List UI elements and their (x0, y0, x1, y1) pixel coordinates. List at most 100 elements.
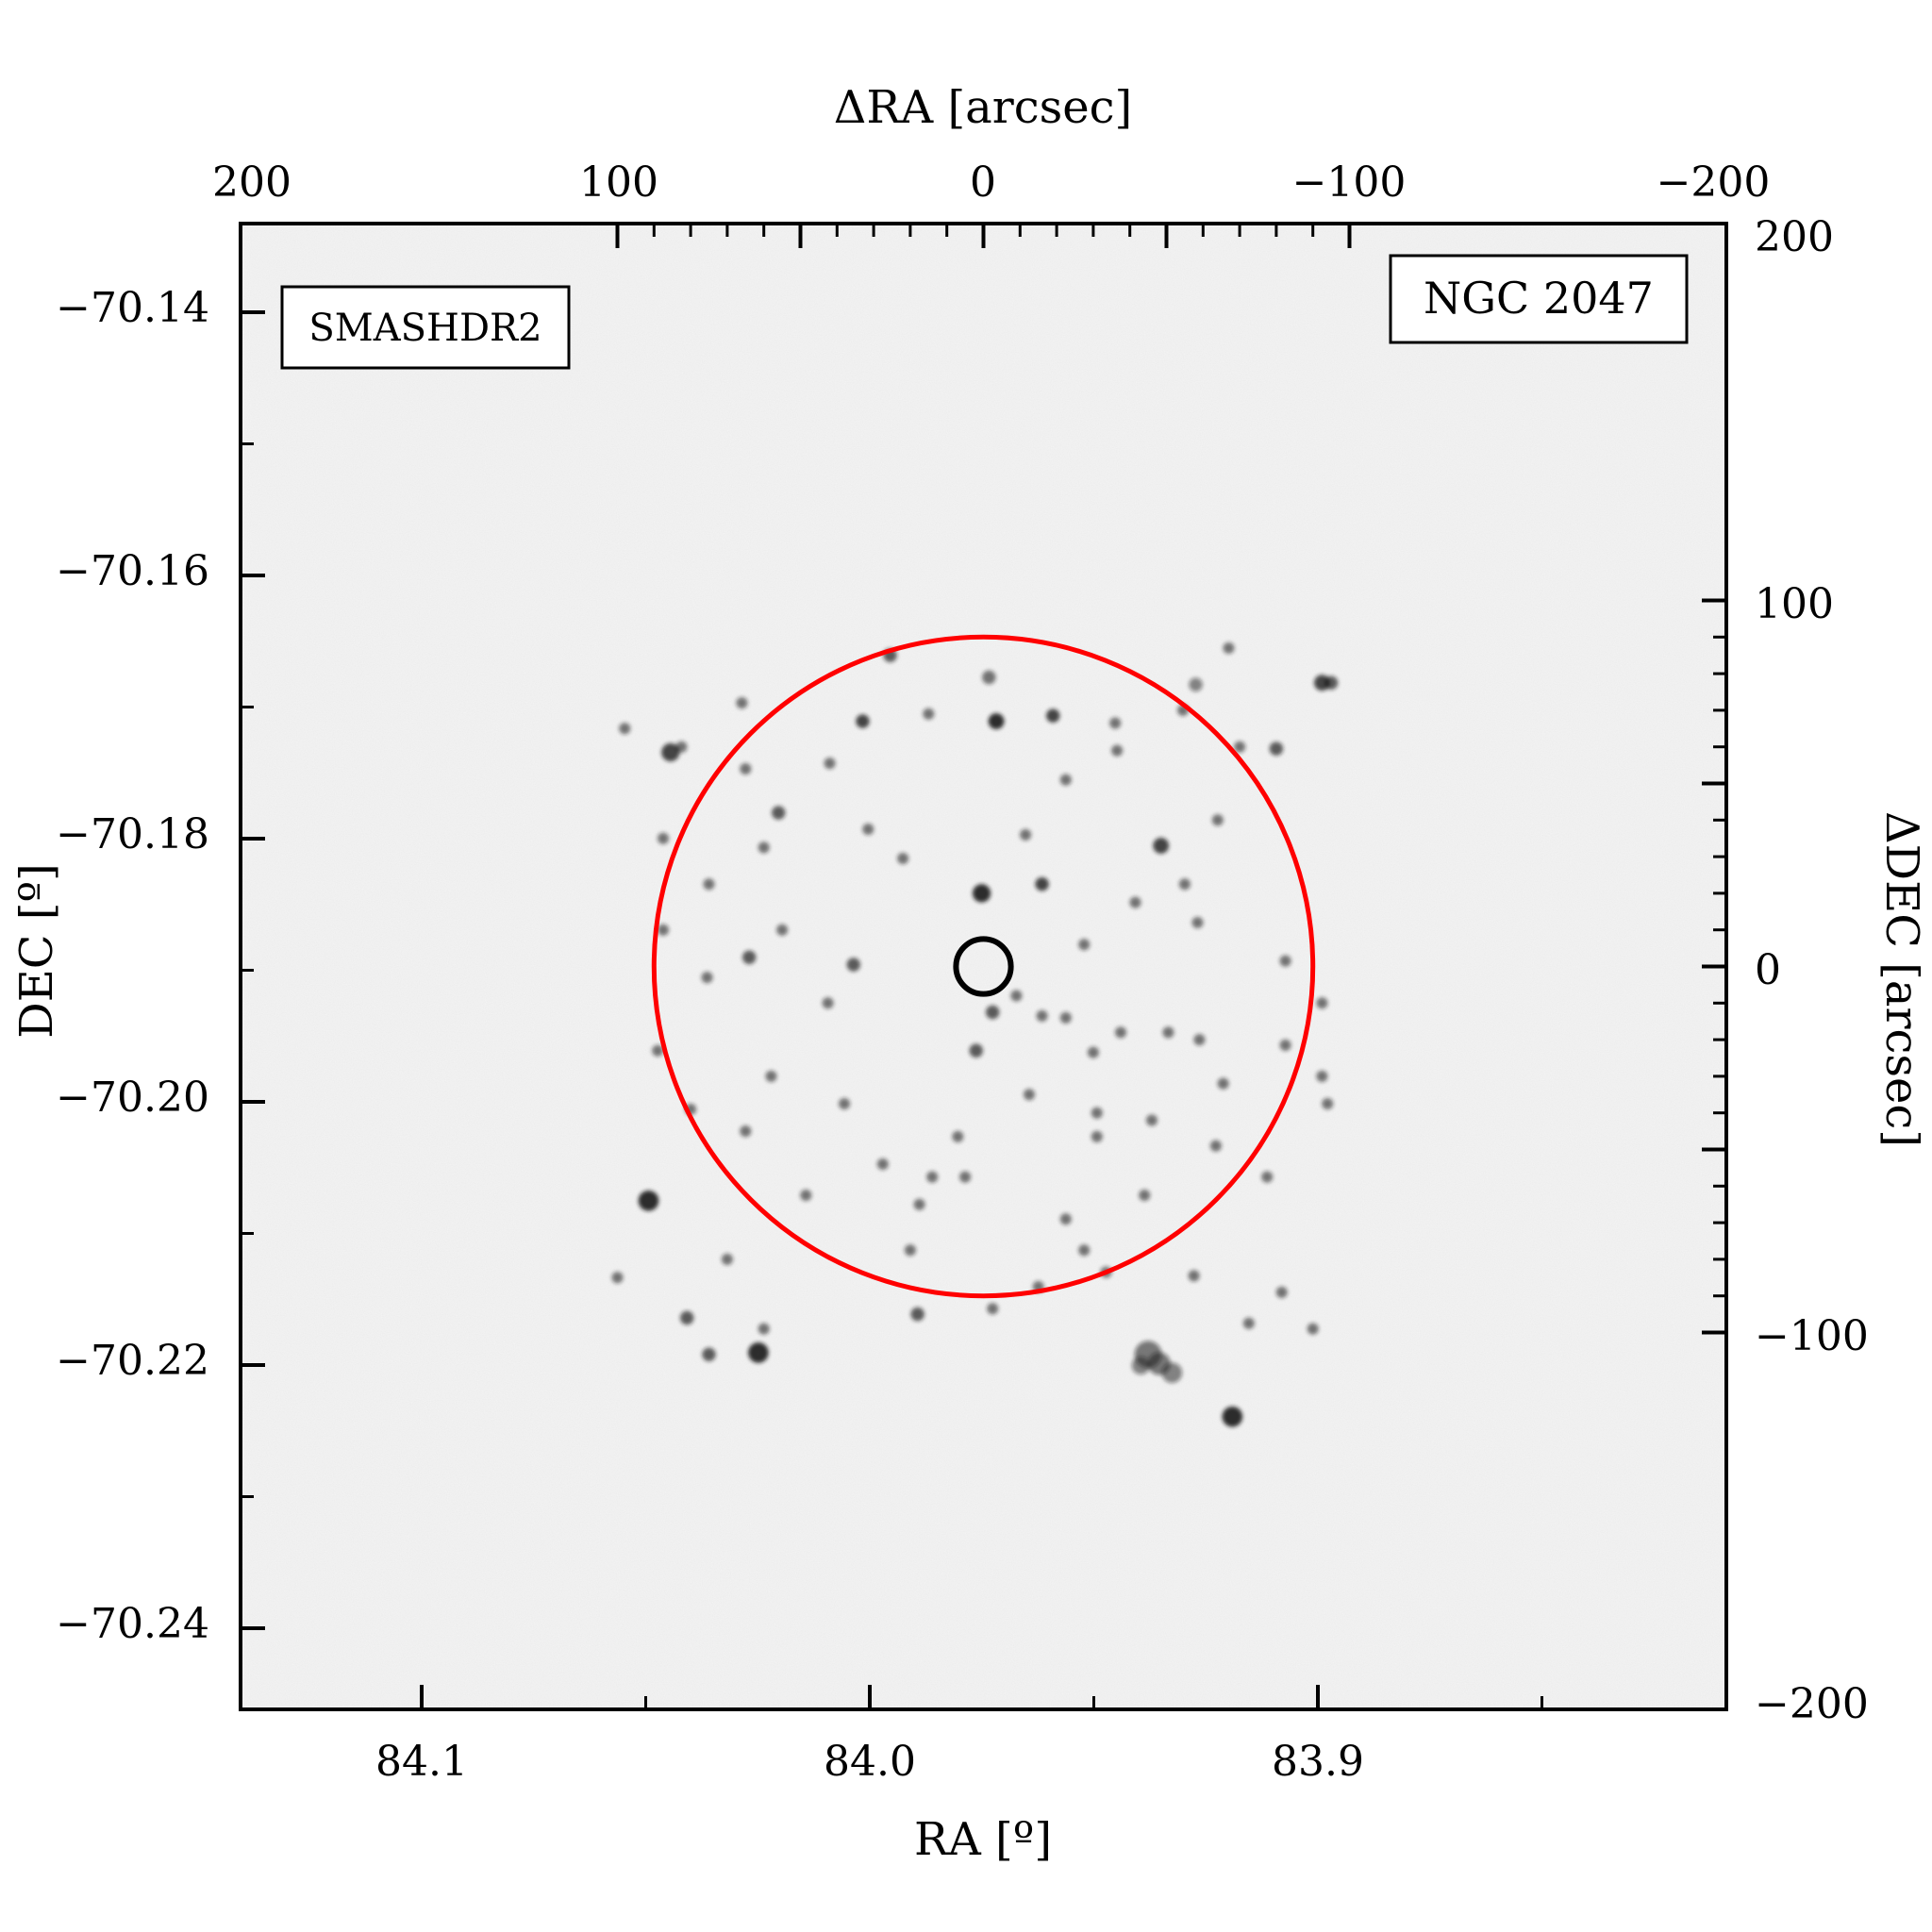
star-92 (740, 1125, 752, 1138)
delta-dec-axis-label: ΔDEC [arcsec] (1875, 811, 1928, 1147)
star-55 (1139, 1190, 1151, 1201)
survey-label-box: SMASHDR2 (280, 285, 571, 370)
star-96 (926, 1171, 939, 1183)
star-32 (703, 878, 715, 891)
minor-ticks (241, 224, 1726, 1709)
star-50 (987, 1303, 999, 1315)
star-16 (972, 884, 991, 903)
star-12 (1153, 838, 1170, 854)
star-27 (658, 832, 669, 844)
star-56 (1091, 1130, 1103, 1142)
dec-axis-tick-label-3: −70.18 (56, 810, 209, 858)
star-54 (1188, 1270, 1200, 1282)
star-69 (1222, 1406, 1243, 1427)
delta-ra-tick-label-3: 0 (970, 158, 996, 207)
star-90 (658, 924, 669, 936)
star-40 (1115, 1026, 1126, 1039)
star-68 (1131, 1356, 1150, 1375)
star-7 (772, 806, 786, 820)
star-97 (1078, 1244, 1091, 1257)
star-87 (740, 762, 752, 774)
star-89 (776, 924, 789, 936)
star-30 (736, 697, 748, 709)
star-98 (721, 1253, 733, 1265)
star-57 (1209, 1140, 1222, 1152)
star-84 (1111, 744, 1124, 757)
delta-ra-tick-label-2: 100 (579, 158, 658, 207)
star-9 (982, 670, 996, 685)
major-ticks (241, 224, 1726, 1709)
star-46 (876, 1158, 889, 1171)
star-6 (661, 742, 680, 762)
sky-noise-layer (241, 224, 1726, 1709)
star-88 (619, 723, 631, 735)
star-10 (1189, 677, 1203, 691)
star-67 (1161, 1362, 1183, 1383)
star-42 (1193, 1034, 1206, 1046)
delta-dec-tick-label-1: 200 (1755, 213, 1834, 261)
star-18 (1035, 877, 1049, 891)
star-60 (1217, 1077, 1229, 1090)
star-31 (758, 841, 770, 854)
inner-aperture-circle (953, 936, 1014, 997)
star-76 (1275, 1286, 1288, 1298)
star-61 (1145, 1114, 1158, 1126)
delta-dec-tick-label-2: 100 (1755, 580, 1834, 628)
stars-layer (611, 641, 1339, 1427)
object-name-label: NGC 2047 (1424, 273, 1654, 324)
star-99 (611, 1272, 624, 1284)
star-73 (638, 1191, 659, 1211)
ra-axis-tick-label-1: 84.1 (375, 1738, 468, 1786)
star-38 (969, 1043, 983, 1058)
star-75 (1322, 1098, 1334, 1109)
star-5 (923, 708, 935, 720)
ra-axis-tick-label-2: 84.0 (824, 1738, 916, 1786)
star-20 (1191, 916, 1204, 928)
star-39 (1087, 1046, 1099, 1058)
star-36 (1036, 1009, 1048, 1022)
ra-axis-tick-label-3: 83.9 (1272, 1738, 1364, 1786)
star-74 (1324, 675, 1339, 690)
star-33 (822, 997, 834, 1009)
dec-axis-label: DEC [º] (10, 863, 63, 1039)
dec-axis-tick-label-6: −70.24 (56, 1600, 209, 1648)
star-45 (800, 1190, 812, 1201)
delta-dec-tick-label-3: 0 (1755, 946, 1781, 994)
star-1 (988, 713, 1005, 729)
star-2 (1046, 708, 1060, 723)
star-70 (748, 1342, 769, 1363)
outer-aperture-circle (651, 634, 1316, 1299)
star-4 (1109, 717, 1122, 729)
star-81 (1211, 814, 1224, 826)
star-19 (1078, 939, 1091, 951)
star-77 (1307, 1323, 1319, 1335)
delta-ra-tick-label-5: −200 (1657, 158, 1771, 207)
star-53 (1059, 1213, 1072, 1225)
delta-ra-axis-label: ΔRA [arcsec] (834, 81, 1133, 134)
star-82 (1178, 878, 1191, 891)
star-3 (856, 714, 870, 728)
delta-ra-tick-label-4: −100 (1292, 158, 1407, 207)
star-37 (1059, 1011, 1072, 1024)
object-label-box: NGC 2047 (1389, 254, 1689, 344)
star-48 (910, 1307, 924, 1322)
star-63 (959, 1171, 972, 1183)
survey-label: SMASHDR2 (308, 307, 541, 350)
star-93 (839, 1098, 851, 1109)
star-86 (862, 824, 874, 835)
star-11 (1059, 774, 1072, 786)
star-47 (904, 1244, 916, 1257)
sky-image (241, 224, 1726, 1709)
star-72 (680, 1310, 694, 1325)
star-28 (675, 741, 688, 753)
star-59 (1316, 1070, 1328, 1082)
dec-axis-tick-label-5: −70.22 (56, 1337, 209, 1385)
star-80 (1234, 741, 1246, 753)
star-17 (897, 853, 909, 865)
star-29 (824, 758, 836, 770)
star-71 (702, 1347, 716, 1361)
star-24 (846, 958, 860, 972)
star-35 (1010, 990, 1023, 1002)
star-13 (1269, 741, 1284, 756)
